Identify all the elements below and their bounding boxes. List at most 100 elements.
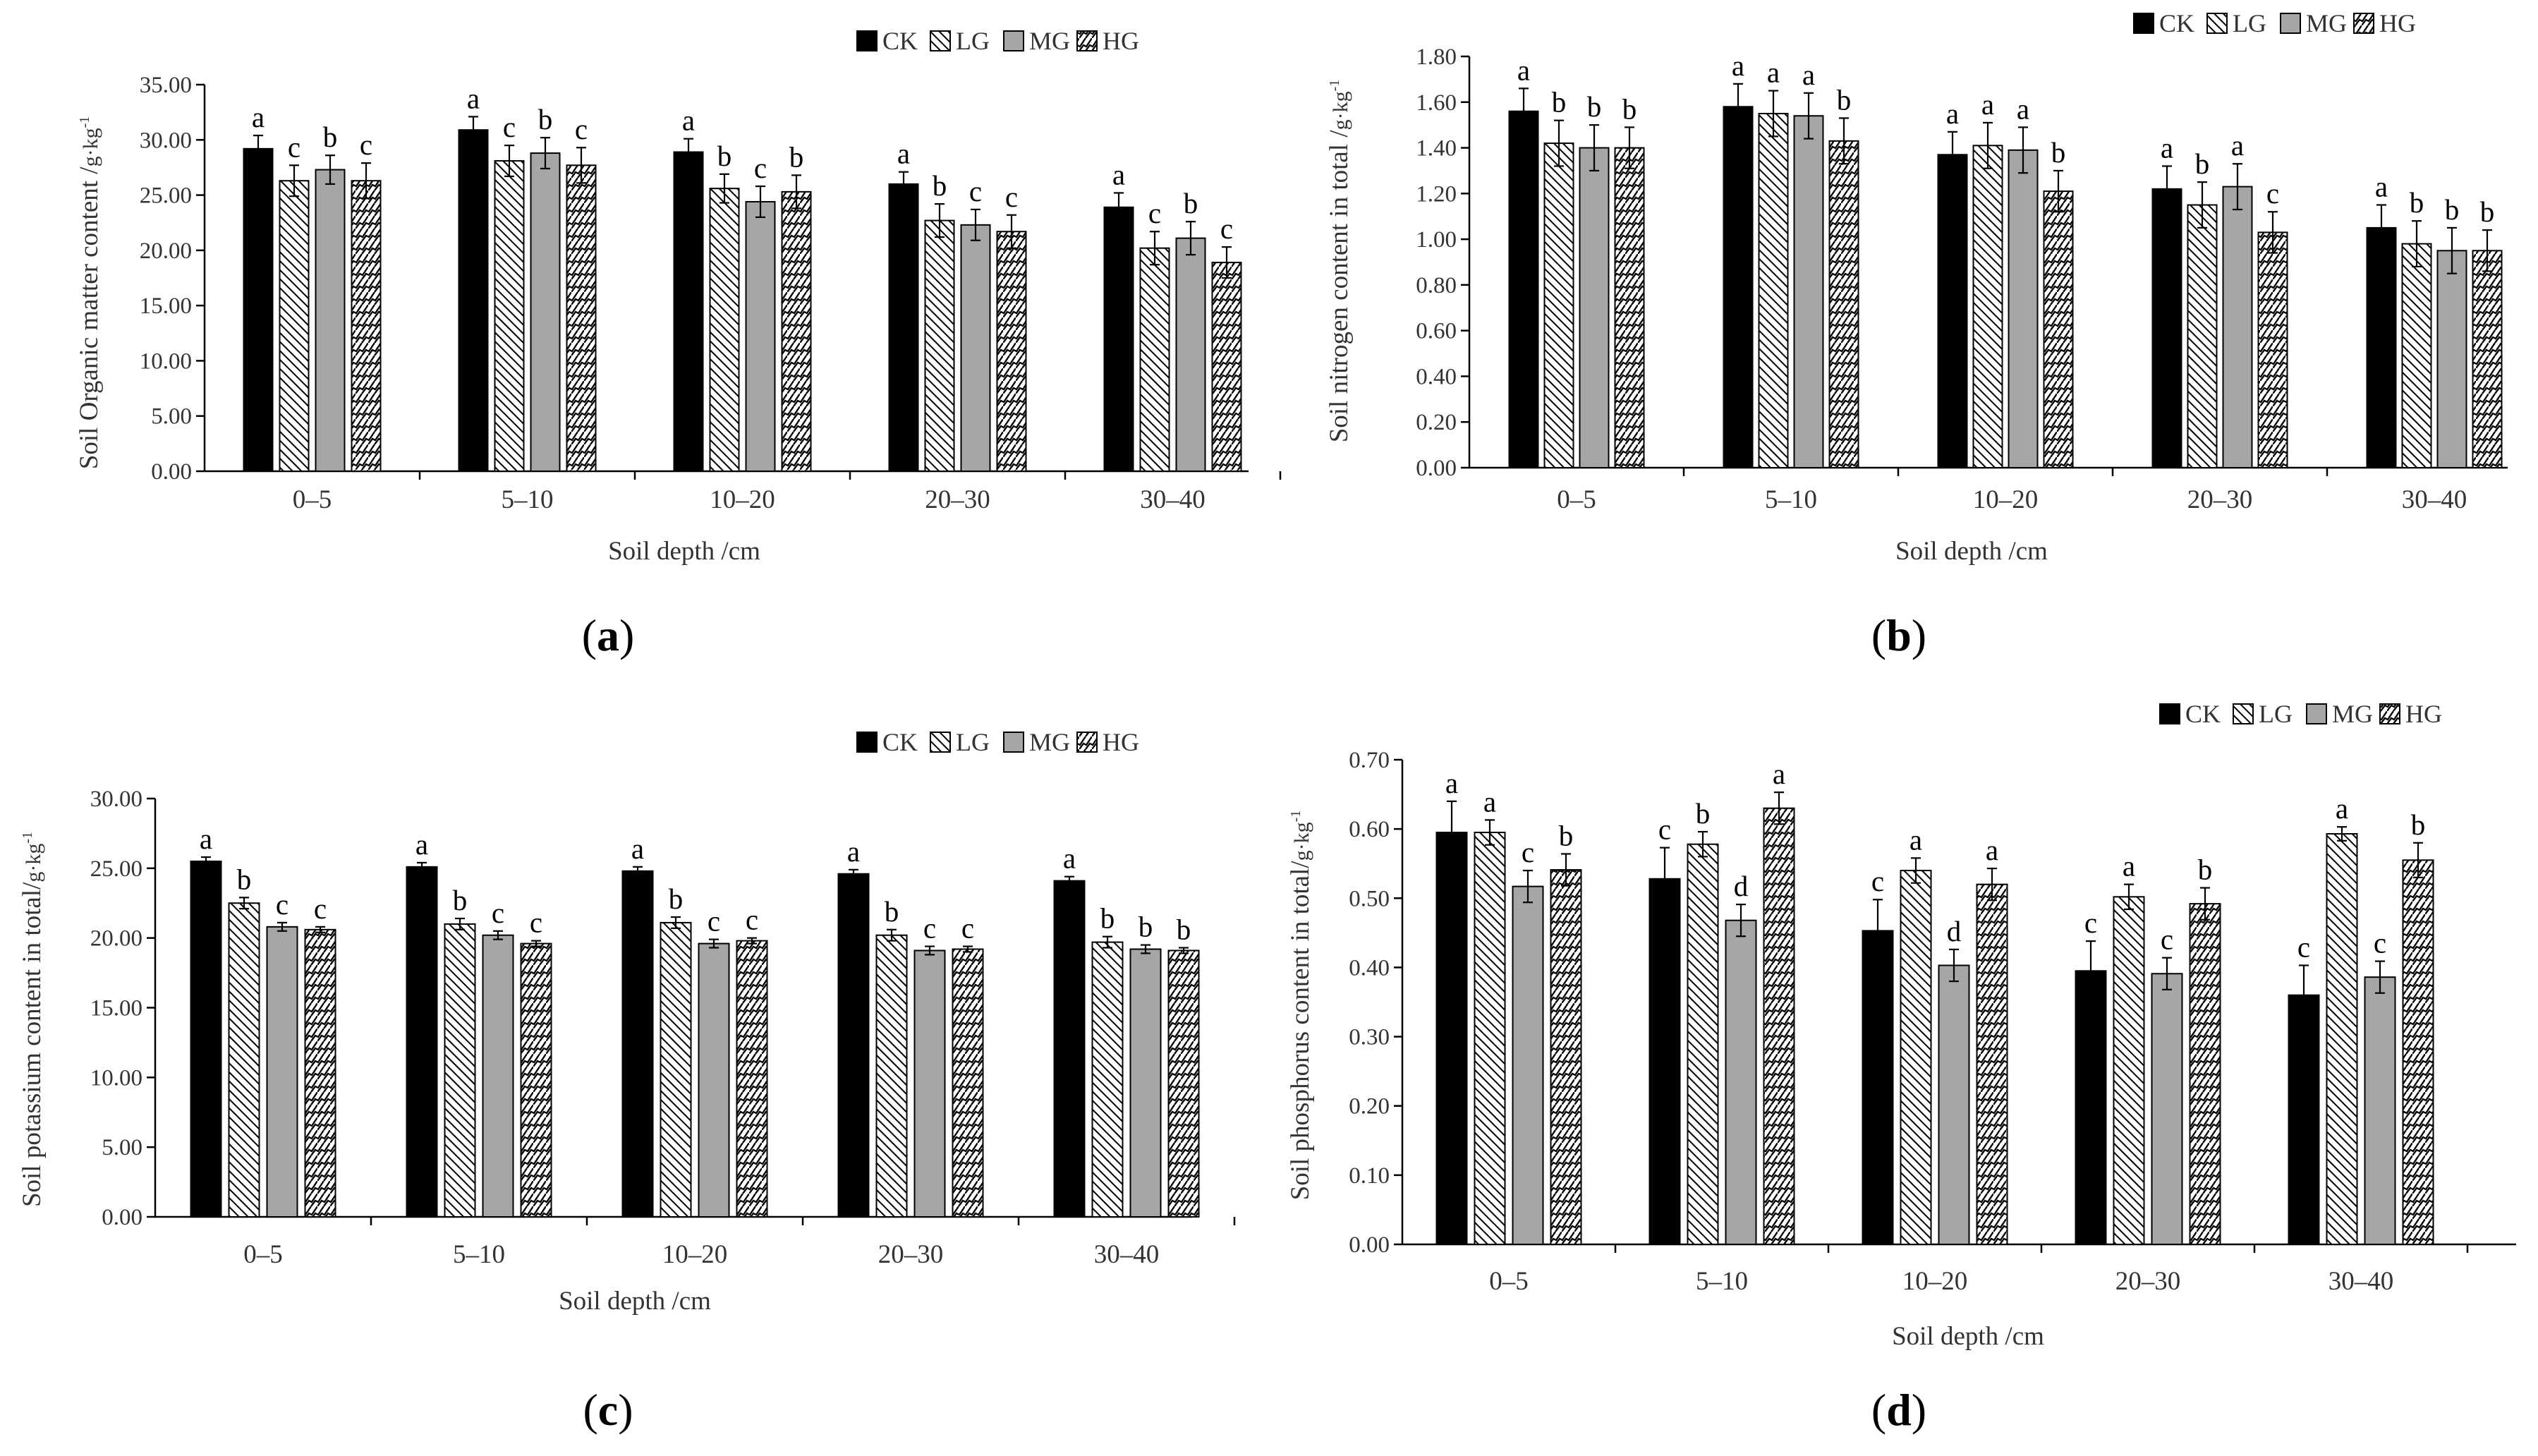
y-axis-title-d: Soil phosphorus content in total/g·kg-1 bbox=[1286, 811, 1315, 1201]
significance-letter: b bbox=[538, 103, 553, 135]
significance-letter: b bbox=[789, 140, 804, 173]
bar-hg bbox=[2189, 903, 2221, 1245]
bar-hg bbox=[1550, 869, 1582, 1245]
bar-mg bbox=[960, 224, 991, 472]
x-tick-label: 30–40 bbox=[2328, 1267, 2394, 1296]
y-tick-label: 0.40 bbox=[1349, 955, 1390, 981]
bar-hg bbox=[520, 942, 552, 1218]
panel-label-d: (d) bbox=[1871, 1385, 1926, 1435]
bar-lg bbox=[660, 921, 692, 1218]
legend-b: CK LG MG HG bbox=[2133, 9, 2416, 37]
bar-ck bbox=[1508, 110, 1539, 468]
x-axis-title-a: Soil depth /cm bbox=[608, 537, 760, 566]
legend-label-ck: CK bbox=[2159, 9, 2194, 37]
y-tick-label: 15.00 bbox=[140, 293, 192, 319]
bar-ck bbox=[1723, 106, 1754, 468]
significance-letter: a bbox=[2336, 792, 2348, 825]
x-tick-label: 10–20 bbox=[1902, 1267, 1968, 1296]
significance-letter: c bbox=[923, 912, 936, 945]
bar-mg bbox=[315, 169, 346, 472]
significance-letter: a bbox=[682, 104, 695, 137]
significance-letter: c bbox=[754, 152, 767, 184]
legend-label-mg: MG bbox=[2332, 700, 2373, 728]
legend-label-mg: MG bbox=[1029, 728, 1070, 756]
bar-lg bbox=[1474, 832, 1506, 1246]
y-tick-label: 0.40 bbox=[1416, 364, 1457, 389]
bar-hg bbox=[996, 231, 1027, 472]
y-tick-label: 0.20 bbox=[1416, 410, 1457, 435]
bar-lg bbox=[2401, 243, 2432, 468]
legend-label-ck: CK bbox=[882, 27, 918, 55]
x-tick-label: 5–10 bbox=[502, 485, 554, 514]
significance-letter: c bbox=[2374, 927, 2386, 959]
bar-ck bbox=[2366, 226, 2397, 468]
legend-label-ck: CK bbox=[2185, 700, 2221, 728]
y-tick-label: 0.50 bbox=[1349, 886, 1390, 911]
bar-hg bbox=[1976, 883, 2008, 1245]
legend-swatch-hg bbox=[2353, 13, 2374, 34]
significance-letter: a bbox=[2017, 92, 2029, 125]
bar-lg bbox=[228, 902, 260, 1218]
bar-ck bbox=[2151, 188, 2182, 468]
bar-hg bbox=[2402, 859, 2434, 1245]
x-tick-label: 30–40 bbox=[1140, 485, 1206, 514]
y-axis-title-c: Soil potassium content in total/g·kg-1 bbox=[18, 832, 47, 1207]
y-tick-label: 10.00 bbox=[140, 348, 192, 374]
legend-label-lg: LG bbox=[956, 728, 990, 756]
y-tick-label: 1.20 bbox=[1416, 181, 1457, 207]
significance-letter: c bbox=[708, 905, 720, 938]
bar-mg bbox=[698, 942, 730, 1218]
x-tick-label: 10–20 bbox=[1973, 485, 2039, 514]
significance-letter: c bbox=[1658, 813, 1671, 846]
significance-letter: b bbox=[2195, 147, 2210, 180]
bar-ck bbox=[2288, 994, 2320, 1245]
plot-area-a: 0.00 5.00 10.00 15.00 20.00 25.00 30.00 35.00 0–… bbox=[140, 73, 1282, 514]
legend-swatch-hg bbox=[1076, 30, 1098, 51]
legend-swatch-hg bbox=[2379, 703, 2400, 724]
legend-label-mg: MG bbox=[1029, 27, 1070, 55]
bar-lg bbox=[2187, 204, 2218, 468]
legend-swatch-ck bbox=[2133, 13, 2154, 34]
y-tick-label: 25.00 bbox=[90, 856, 142, 882]
legend-swatch-mg bbox=[2280, 13, 2301, 34]
significance-letter: a bbox=[1732, 49, 1744, 82]
y-tick-label: 0.60 bbox=[1349, 817, 1390, 842]
y-tick-label: 0.00 bbox=[1416, 456, 1457, 481]
bar-hg bbox=[2257, 231, 2288, 468]
significance-letter: d bbox=[1734, 870, 1749, 902]
significance-letter: c bbox=[1220, 212, 1233, 245]
bar-lg bbox=[1091, 941, 1124, 1218]
bar-mg bbox=[2436, 250, 2467, 468]
significance-letter: c bbox=[2266, 177, 2279, 210]
bar-lg bbox=[1139, 247, 1170, 472]
bar-mg bbox=[1725, 919, 1757, 1245]
x-tick-label: 10–20 bbox=[710, 485, 775, 514]
legend-swatch-hg bbox=[1076, 732, 1098, 753]
legend-swatch-mg bbox=[1003, 732, 1024, 753]
chart-panel-a: 0.00 5.00 10.00 15.00 20.00 25.00 30.00 35.00 0–… bbox=[75, 27, 1282, 660]
bar-mg bbox=[2364, 976, 2396, 1245]
x-tick-label: 30–40 bbox=[2402, 485, 2467, 514]
significance-letter: b bbox=[1587, 90, 1602, 123]
bar-lg bbox=[444, 923, 476, 1218]
bar-mg bbox=[1938, 964, 1970, 1245]
significance-letter: a bbox=[1986, 834, 1998, 866]
bar-hg bbox=[1614, 147, 1645, 469]
x-tick-label: 10–20 bbox=[662, 1240, 728, 1269]
bar-ck bbox=[673, 151, 704, 472]
x-tick-label: 5–10 bbox=[453, 1240, 505, 1269]
significance-letter: b bbox=[2411, 808, 2426, 841]
significance-letter: a bbox=[1946, 97, 1959, 130]
legend-swatch-ck bbox=[856, 30, 878, 51]
bar-ck bbox=[243, 147, 274, 472]
legend-label-lg: LG bbox=[2259, 700, 2293, 728]
bar-mg bbox=[482, 934, 514, 1218]
significance-letter: b bbox=[2410, 186, 2424, 219]
significance-letter: a bbox=[1909, 823, 1922, 856]
bar-lg bbox=[1900, 870, 1932, 1245]
significance-letter: b bbox=[1552, 86, 1567, 119]
significance-letter: a bbox=[1445, 767, 1458, 799]
significance-letter: c bbox=[276, 888, 289, 921]
